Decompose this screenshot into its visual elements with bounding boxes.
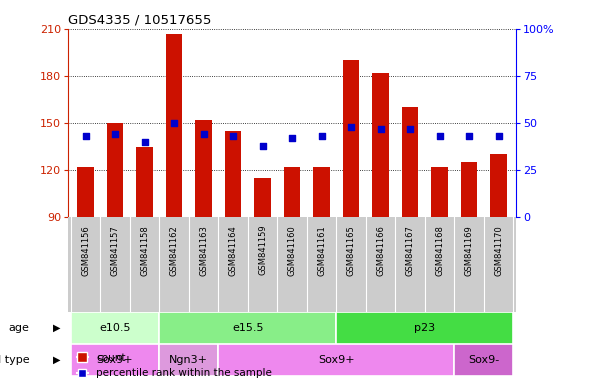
- Point: [228, 133, 238, 139]
- Text: Ngn3+: Ngn3+: [169, 355, 208, 365]
- Text: GSM841166: GSM841166: [376, 225, 385, 276]
- Text: e15.5: e15.5: [232, 323, 264, 333]
- Point: [346, 124, 356, 130]
- Bar: [136, 147, 153, 217]
- Bar: [431, 167, 448, 217]
- Text: e10.5: e10.5: [99, 323, 131, 333]
- Text: cell type: cell type: [0, 355, 30, 365]
- Text: Sox9+: Sox9+: [97, 355, 133, 365]
- Legend: count, percentile rank within the sample: count, percentile rank within the sample: [73, 349, 276, 382]
- Text: GSM841165: GSM841165: [346, 225, 356, 276]
- Point: [494, 133, 503, 139]
- Text: GSM841158: GSM841158: [140, 225, 149, 276]
- Text: ▶: ▶: [53, 355, 60, 365]
- Text: GSM841156: GSM841156: [81, 225, 90, 276]
- Point: [435, 133, 444, 139]
- Text: GSM841164: GSM841164: [228, 225, 238, 276]
- Point: [140, 139, 149, 145]
- Text: ▶: ▶: [53, 323, 60, 333]
- Text: GSM841169: GSM841169: [464, 225, 474, 276]
- Bar: [225, 131, 241, 217]
- Bar: [159, 311, 336, 344]
- Text: GSM841170: GSM841170: [494, 225, 503, 276]
- Bar: [77, 167, 94, 217]
- Point: [110, 131, 120, 137]
- Bar: [166, 33, 182, 217]
- Text: GSM841163: GSM841163: [199, 225, 208, 276]
- Text: Sox9+: Sox9+: [318, 355, 355, 365]
- Text: GSM841162: GSM841162: [169, 225, 179, 276]
- Point: [376, 126, 385, 132]
- Text: GSM841168: GSM841168: [435, 225, 444, 276]
- Bar: [107, 123, 123, 217]
- Bar: [71, 311, 159, 344]
- Bar: [336, 311, 513, 344]
- Text: GSM841157: GSM841157: [110, 225, 120, 276]
- Point: [405, 126, 415, 132]
- Bar: [461, 162, 477, 217]
- Point: [258, 142, 267, 149]
- Bar: [372, 73, 389, 217]
- Bar: [159, 344, 218, 376]
- Point: [464, 133, 474, 139]
- Text: GSM841159: GSM841159: [258, 225, 267, 275]
- Point: [287, 135, 297, 141]
- Text: age: age: [9, 323, 30, 333]
- Bar: [490, 154, 507, 217]
- Bar: [402, 108, 418, 217]
- Text: GSM841160: GSM841160: [287, 225, 297, 276]
- Bar: [284, 167, 300, 217]
- Point: [317, 133, 326, 139]
- Bar: [71, 344, 159, 376]
- Text: GSM841167: GSM841167: [405, 225, 415, 276]
- Bar: [218, 344, 454, 376]
- Point: [199, 131, 208, 137]
- Point: [81, 133, 90, 139]
- Text: Sox9-: Sox9-: [468, 355, 499, 365]
- Point: [169, 120, 179, 126]
- Text: GDS4335 / 10517655: GDS4335 / 10517655: [68, 13, 211, 26]
- Text: p23: p23: [414, 323, 435, 333]
- Bar: [254, 178, 271, 217]
- Bar: [195, 120, 212, 217]
- Bar: [313, 167, 330, 217]
- Bar: [454, 344, 513, 376]
- Bar: [343, 60, 359, 217]
- Text: GSM841161: GSM841161: [317, 225, 326, 276]
